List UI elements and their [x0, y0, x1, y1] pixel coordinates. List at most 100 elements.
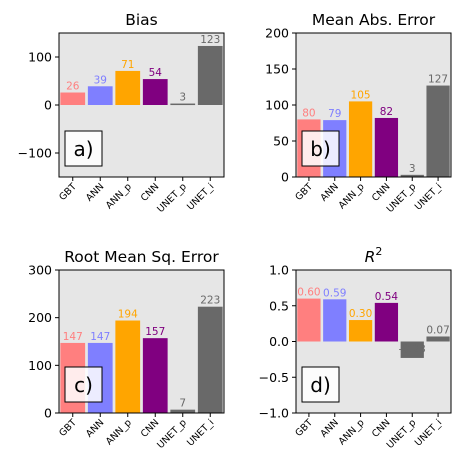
panel-label-box — [301, 366, 340, 403]
y-tick-label: 0 — [44, 406, 52, 421]
bar-gbt — [297, 298, 321, 342]
data-label: 147 — [63, 331, 83, 343]
x-tick-label: UNET_i — [185, 181, 216, 212]
panel-label: c) — [74, 373, 93, 397]
data-label: 80 — [302, 107, 315, 119]
x-tick-label: ANN — [318, 181, 340, 203]
panel-label: b) — [310, 137, 331, 161]
data-label: 79 — [328, 108, 341, 120]
y-tick-label: −1.0 — [259, 406, 289, 421]
x-tick-label: GBT — [57, 181, 79, 203]
bar-gbt — [60, 92, 86, 105]
x-tick-label: ANN — [84, 417, 106, 439]
bar-unet-p — [400, 341, 424, 358]
data-label: 3 — [409, 163, 416, 175]
data-label: 0.54 — [375, 291, 399, 303]
x-tick-label: GBT — [293, 417, 315, 439]
x-tick-label: UNET_i — [413, 181, 444, 212]
data-label: -0.23 — [399, 344, 426, 356]
data-label: 7 — [179, 398, 186, 410]
x-tick-label: UNET_p — [155, 181, 189, 215]
y-tick-label: −100 — [18, 146, 52, 161]
bar-ann-p — [348, 320, 373, 342]
bar-unet-p — [170, 103, 196, 106]
bar-unet-i — [197, 45, 223, 105]
y-tick-label: 100 — [28, 358, 52, 373]
y-tick-label: 50 — [273, 134, 289, 149]
data-label: 26 — [66, 81, 80, 93]
bar-unet-i — [426, 85, 450, 177]
panel-title: Bias — [125, 11, 158, 29]
bar-unet-p — [400, 174, 424, 177]
bar-unet-i — [426, 336, 450, 342]
panel-label: d) — [310, 373, 331, 397]
y-tick-label: 150 — [265, 62, 289, 77]
data-label: 123 — [200, 34, 220, 46]
data-label: 147 — [90, 331, 110, 343]
y-tick-label: 300 — [28, 263, 52, 278]
axes-frame — [58, 269, 225, 414]
x-tick-label: GBT — [57, 417, 79, 439]
bar-ann-p — [115, 70, 141, 105]
bar-cnn — [374, 302, 399, 342]
bar-unet-i — [197, 306, 223, 413]
panel-label-box — [301, 130, 340, 167]
panel-label-box — [64, 130, 103, 167]
y-tick-label: −0.5 — [259, 370, 289, 385]
bar-cnn — [142, 79, 168, 105]
y-tick-label: 0 — [281, 170, 289, 185]
y-tick-label: 0.5 — [269, 298, 289, 313]
x-tick-label: ANN_p — [104, 417, 134, 447]
x-tick-label: ANN — [318, 417, 340, 439]
data-label: 3 — [179, 92, 186, 104]
bar-unet-p — [170, 409, 196, 413]
data-label: 82 — [380, 106, 393, 118]
data-label: 39 — [94, 74, 107, 86]
data-label: 105 — [351, 89, 371, 101]
data-label: 127 — [428, 74, 448, 86]
y-tick-label: 0 — [44, 98, 52, 113]
data-label: 71 — [121, 59, 134, 71]
x-tick-label: CNN — [139, 417, 162, 440]
panel-title: R2 — [365, 245, 383, 266]
y-tick-label: 0.0 — [269, 334, 289, 349]
x-tick-label: UNET_i — [185, 417, 216, 448]
x-tick-label: CNN — [370, 417, 393, 440]
bar-ann-p — [115, 320, 141, 413]
data-label: 54 — [149, 67, 163, 79]
data-label: 0.60 — [297, 287, 320, 299]
x-tick-label: ANN_p — [104, 181, 134, 211]
bar-ann — [87, 86, 113, 105]
data-label: 0.59 — [323, 287, 346, 299]
y-tick-label: 1.0 — [269, 263, 289, 278]
panel-title: Root Mean Sq. Error — [64, 248, 219, 266]
x-tick-label: GBT — [293, 181, 315, 203]
bar-cnn — [142, 338, 168, 413]
x-tick-label: ANN_p — [337, 417, 367, 447]
bar-cnn — [374, 117, 399, 177]
bar-ann — [323, 299, 347, 342]
data-label: 0.30 — [349, 308, 372, 320]
panel-label: a) — [73, 137, 93, 161]
x-tick-label: CNN — [139, 181, 162, 204]
panel-title: Mean Abs. Error — [312, 11, 436, 29]
x-tick-label: UNET_i — [413, 417, 444, 448]
x-tick-label: CNN — [370, 181, 393, 204]
panel-label-box — [64, 366, 103, 403]
bar-ann-p — [348, 101, 373, 177]
y-tick-label: 200 — [28, 310, 52, 325]
x-tick-label: UNET_p — [155, 417, 189, 451]
y-tick-label: 100 — [265, 98, 289, 113]
y-tick-label: 200 — [265, 26, 289, 41]
x-tick-label: ANN_p — [337, 181, 367, 211]
data-label: 157 — [145, 326, 165, 338]
data-label: 223 — [200, 295, 220, 307]
panel-d: 0.60 0.590.300.54 -0.230.07 −1.0 −0.5 0.0 0.5 1… — [259, 245, 452, 451]
y-tick-label: 100 — [28, 50, 52, 65]
data-label: 0.07 — [426, 324, 449, 336]
x-tick-label: ANN — [84, 181, 106, 203]
